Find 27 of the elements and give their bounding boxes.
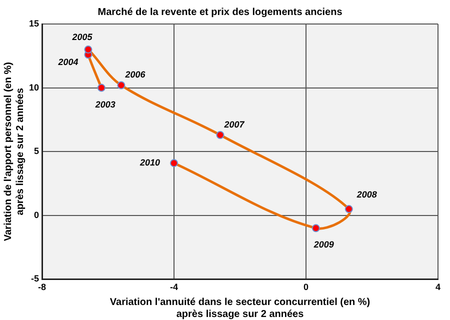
y-tick-label: 15: [28, 18, 40, 28]
y-axis-title: Variation de l'apport personnel (en %) après lissage sur 2 années: [2, 62, 26, 242]
y-tick-label: 10: [28, 82, 40, 92]
x-tick-label: -4: [170, 282, 178, 292]
chart-title: Marché de la revente et prix des logements anciens: [98, 6, 343, 18]
annotation: 2006: [124, 70, 146, 80]
annotation: 2009: [312, 240, 334, 250]
x-axis-title: Variation l'annuité dans le secteur concurrentiel (en %) après lissage sur 2 années: [110, 296, 370, 320]
point: [312, 224, 320, 232]
annotation: 2007: [223, 119, 246, 130]
point: [216, 131, 224, 140]
annotation: 2003: [94, 99, 116, 110]
x-tick-label: 0: [303, 282, 309, 292]
point: [117, 81, 126, 90]
annotation: 2008: [356, 190, 377, 200]
point: [344, 205, 353, 214]
x-tick-label: 4: [435, 282, 441, 292]
annotation: 2004: [57, 57, 78, 68]
point: [84, 46, 92, 54]
y-tick-label: 0: [34, 210, 40, 220]
y-tick-label: -5: [30, 274, 40, 284]
point: [170, 159, 178, 168]
annotation: 2010: [138, 158, 160, 168]
y-tick-label: 5: [34, 146, 40, 156]
annotation: 2005: [71, 32, 94, 42]
x-tick-label: -8: [38, 282, 46, 292]
point: [97, 84, 106, 92]
